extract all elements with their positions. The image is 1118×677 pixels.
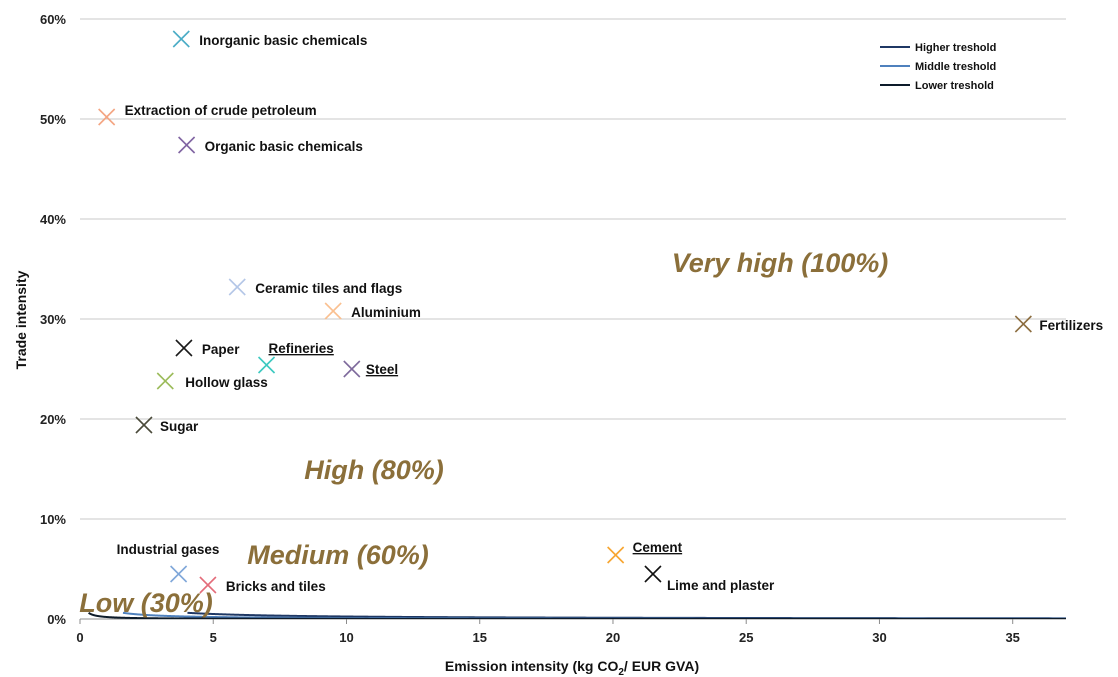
- point-label: Lime and plaster: [667, 578, 775, 593]
- data-point: Inorganic basic chemicals: [172, 30, 367, 48]
- point-label: Ceramic tiles and flags: [255, 281, 402, 296]
- point-label: Industrial gases: [117, 542, 220, 557]
- point-marker: [199, 576, 217, 594]
- point-marker: [135, 416, 153, 434]
- point-marker: [178, 136, 196, 154]
- point-label: Bricks and tiles: [226, 579, 326, 594]
- data-point: Fertilizers: [1014, 315, 1103, 333]
- point-marker: [607, 546, 625, 564]
- point-marker: [644, 565, 662, 583]
- threshold-curves: [87, 611, 1066, 619]
- point-label: Organic basic chemicals: [205, 139, 363, 154]
- data-point: Organic basic chemicals: [178, 136, 363, 154]
- x-tick-label: 10: [339, 630, 353, 645]
- x-tick-label: 5: [210, 630, 217, 645]
- x-tick-label: 20: [606, 630, 620, 645]
- data-point: Hollow glass: [156, 372, 268, 390]
- data-point: Paper: [175, 339, 240, 357]
- point-marker: [156, 372, 174, 390]
- point-marker: [98, 108, 116, 126]
- data-point: Bricks and tiles: [199, 576, 326, 594]
- point-marker: [172, 30, 190, 48]
- x-tick-label: 15: [472, 630, 486, 645]
- data-point: Aluminium: [324, 302, 421, 320]
- data-point: Industrial gases: [117, 542, 220, 583]
- point-marker: [175, 339, 193, 357]
- zone-label: High (80%): [304, 455, 444, 485]
- y-tick-label: 40%: [40, 212, 66, 227]
- y-tick-label: 0%: [47, 612, 66, 627]
- point-label: Paper: [202, 342, 240, 357]
- zone-labels: Very high (100%) High (80%) Medium (60%) Lo…: [79, 248, 888, 618]
- y-axis-title: Trade intensity: [13, 270, 29, 369]
- data-point: Extraction of crude petroleum: [98, 103, 317, 126]
- x-tick-label: 35: [1005, 630, 1019, 645]
- legend-label: Higher treshold: [915, 42, 996, 54]
- x-tick-label: 30: [872, 630, 886, 645]
- y-tick-label: 20%: [40, 412, 66, 427]
- point-label: Sugar: [160, 419, 199, 434]
- x-axis-title: Emission intensity (kg CO2/ EUR GVA): [445, 658, 699, 677]
- grid-lines: [80, 18, 1066, 520]
- point-label: Extraction of crude petroleum: [125, 103, 317, 118]
- point-label: Steel: [366, 362, 398, 377]
- x-tick-label: 25: [739, 630, 753, 645]
- x-axis-title-subscript: 2: [618, 667, 624, 677]
- point-marker: [324, 302, 342, 320]
- x-tick-label: 0: [76, 630, 83, 645]
- point-marker: [1014, 315, 1032, 333]
- point-marker: [343, 360, 361, 378]
- point-label: Cement: [633, 540, 683, 555]
- data-points: Inorganic basic chemicals Extraction of c…: [98, 30, 1103, 594]
- point-marker: [228, 278, 246, 296]
- point-label: Fertilizers: [1039, 318, 1103, 333]
- y-tick-label: 30%: [40, 312, 66, 327]
- zone-label: Medium (60%): [247, 540, 429, 570]
- point-marker: [257, 356, 276, 374]
- data-point: Lime and plaster: [644, 565, 775, 593]
- point-label: Inorganic basic chemicals: [199, 33, 367, 48]
- point-label: Aluminium: [351, 305, 421, 320]
- legend-label: Middle treshold: [915, 61, 996, 73]
- x-axis-title-part: Emission intensity (kg CO: [445, 658, 619, 674]
- data-point: Sugar: [135, 416, 199, 434]
- legend-label: Lower treshold: [915, 80, 994, 92]
- legend: Higher treshold Middle treshold Lower tres…: [880, 42, 996, 92]
- zone-label: Low (30%): [79, 588, 213, 618]
- data-point: Cement: [607, 540, 683, 564]
- y-tick-label: 50%: [40, 112, 66, 127]
- data-point: Refineries: [257, 341, 334, 374]
- data-point: Steel: [343, 360, 398, 378]
- x-axis-title-part: / EUR GVA): [624, 658, 699, 674]
- zone-label: Very high (100%): [672, 248, 889, 278]
- point-label: Hollow glass: [185, 375, 268, 390]
- y-tick-label: 60%: [40, 12, 66, 27]
- y-tick-label: 10%: [40, 512, 66, 527]
- point-marker: [170, 565, 188, 583]
- data-point: Ceramic tiles and flags: [228, 278, 402, 296]
- threshold-curve-3: [87, 612, 1066, 619]
- point-label: Refineries: [269, 341, 334, 356]
